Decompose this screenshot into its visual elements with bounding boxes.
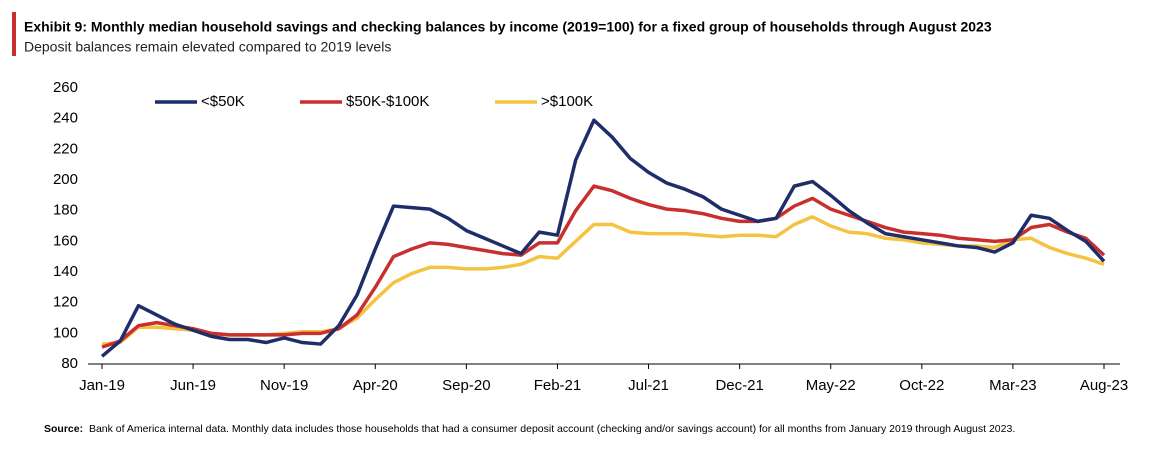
- x-tick-label: May-22: [806, 377, 856, 394]
- x-tick-label: Apr-20: [353, 377, 398, 394]
- footnote: Source: Bank of America internal data. M…: [44, 420, 1134, 438]
- x-tick-label: Feb-21: [534, 377, 582, 394]
- legend-label: <$50K: [201, 93, 245, 110]
- x-tick-label: Sep-20: [442, 377, 490, 394]
- y-tick-label: 180: [53, 202, 78, 219]
- chart-subtitle: Deposit balances remain elevated compare…: [24, 39, 391, 55]
- y-tick-label: 140: [53, 263, 78, 280]
- series-line: [101, 184, 1106, 349]
- source-label: Source:: [44, 423, 84, 435]
- x-tick-label: Aug-23: [1080, 377, 1128, 394]
- source-text: Bank of America internal data. Monthly d…: [88, 423, 1016, 435]
- y-tick-label: 240: [53, 110, 78, 127]
- y-tick-label: 80: [61, 355, 78, 372]
- x-tick-label: Dec-21: [715, 377, 763, 394]
- y-tick-label: 120: [53, 294, 78, 311]
- x-tick-label: Jan-19: [79, 377, 125, 394]
- y-tick-label: 100: [53, 324, 78, 341]
- x-tick-label: Jul-21: [628, 377, 669, 394]
- legend-label: >$100K: [541, 93, 593, 110]
- series-line: [100, 118, 1106, 358]
- x-tick-label: Jun-19: [170, 377, 216, 394]
- y-tick-label: 160: [53, 232, 78, 249]
- y-tick-label: 200: [53, 171, 78, 188]
- title-accent: [12, 12, 16, 56]
- legend-label: $50K-$100K: [346, 93, 429, 110]
- y-tick-label: 220: [53, 140, 78, 157]
- x-tick-label: Oct-22: [899, 377, 944, 394]
- chart: Exhibit 9: Monthly median household savi…: [12, 12, 1128, 394]
- y-tick-label: 260: [53, 79, 78, 96]
- x-tick-label: Mar-23: [989, 377, 1037, 394]
- chart-title: Exhibit 9: Monthly median household savi…: [24, 19, 992, 35]
- x-tick-label: Nov-19: [260, 377, 308, 394]
